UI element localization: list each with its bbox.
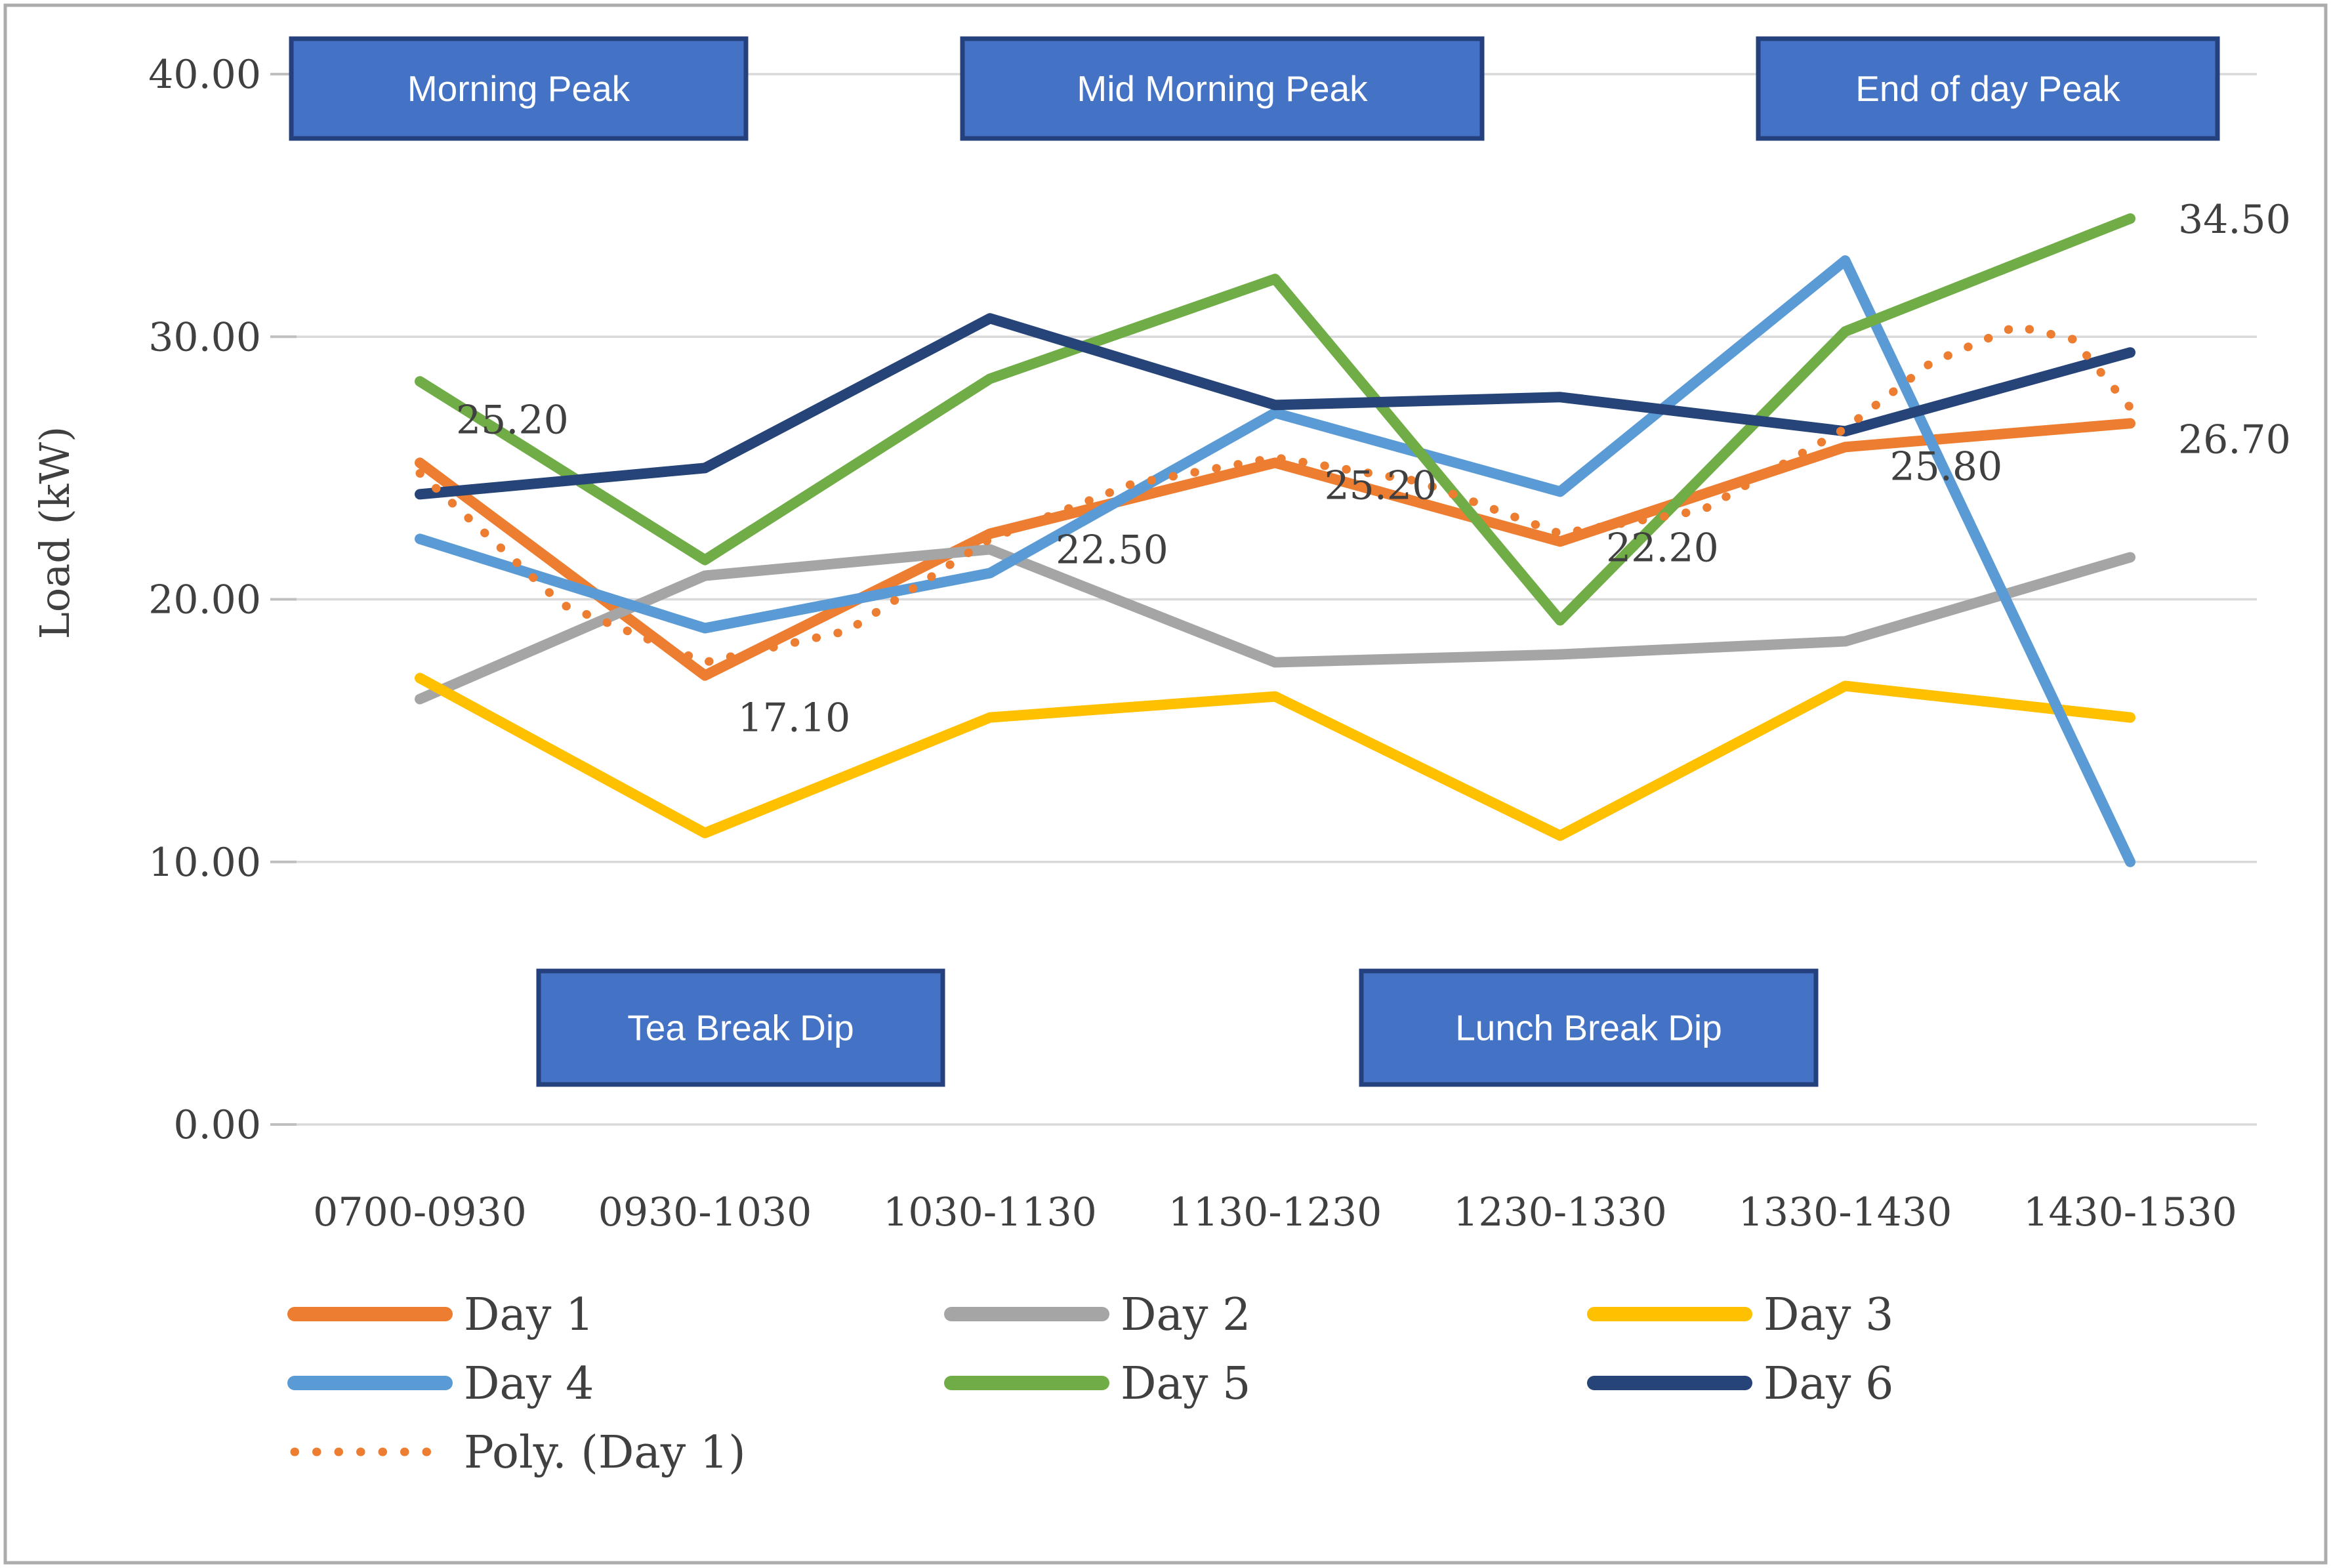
annotation-label-morning-peak: Morning Peak: [407, 68, 630, 109]
y-axis-tick-label: 40.00: [148, 52, 261, 98]
series-line-day-1: [415, 418, 2135, 681]
legend-item-day-2: Day 2: [944, 1289, 1250, 1341]
data-label-day-1-4: 22.20: [1606, 525, 1719, 571]
legend-label-day-2: Day 2: [1121, 1289, 1250, 1341]
annotation-morning-peak: Morning Peak: [289, 36, 749, 141]
annotation-lunch-break-dip: Lunch Break Dip: [1359, 968, 1819, 1087]
series-line-day-2: [415, 544, 2135, 705]
annotation-box-lunch-break-dip: [1359, 968, 1819, 1087]
annotation-label-mid-morning-peak: Mid Morning Peak: [1077, 68, 1368, 109]
annotation-label-tea-break-dip: Tea Break Dip: [627, 1008, 854, 1048]
legend-item-poly-day-1-: Poly. (Day 1): [290, 1427, 746, 1479]
annotation-tea-break-dip: Tea Break Dip: [536, 968, 945, 1087]
annotation-box-morning-peak: [289, 36, 749, 141]
y-axis-tick-label: 0.00: [173, 1102, 261, 1148]
x-axis-tick-label: 0700-0930: [313, 1189, 527, 1235]
legend-label-day-6: Day 6: [1764, 1358, 1893, 1410]
y-axis-tick-label: 20.00: [148, 577, 261, 623]
legend-item-day-4: Day 4: [287, 1358, 594, 1410]
x-axis-tick-label: 1330-1430: [1739, 1189, 1952, 1235]
x-axis-tick-label: 0930-1030: [598, 1189, 812, 1235]
data-label-day-1-5: 25.80: [1890, 444, 2003, 489]
legend-item-day-1: Day 1: [287, 1289, 594, 1341]
annotation-label-end-of-day-peak: End of day Peak: [1855, 68, 2120, 109]
trendline-poly-day-1: [415, 321, 2135, 667]
data-label-day-1-6: 26.70: [2178, 417, 2291, 463]
legend-label-poly-day-1-: Poly. (Day 1): [464, 1427, 746, 1479]
legend-item-day-6: Day 6: [1587, 1358, 1893, 1410]
series-line-day-4: [415, 255, 2135, 867]
annotation-mid-morning-peak: Mid Morning Peak: [960, 36, 1485, 141]
annotation-end-of-day-peak: End of day Peak: [1756, 36, 2220, 141]
x-axis-tick-label: 1230-1330: [1453, 1189, 1667, 1235]
x-axis-tick-label: 1430-1530: [2023, 1189, 2237, 1235]
y-axis-tick-label: 30.00: [148, 314, 261, 360]
annotation-label-lunch-break-dip: Lunch Break Dip: [1455, 1008, 1722, 1048]
data-label-day-1-2: 22.50: [1056, 527, 1168, 573]
annotation-box-mid-morning-peak: [960, 36, 1485, 141]
legend-item-day-3: Day 3: [1587, 1289, 1893, 1341]
series-line-day-5: [415, 213, 2135, 626]
data-label-day-1-3: 25.20: [1325, 463, 1437, 508]
series-line-day-6: [415, 313, 2135, 500]
annotation-box-tea-break-dip: [536, 968, 945, 1087]
series-line-day-3: [415, 672, 2135, 841]
data-label-day-5-6: 34.50: [2178, 197, 2291, 243]
legend-item-day-5: Day 5: [944, 1358, 1250, 1410]
legend-label-day-4: Day 4: [464, 1358, 594, 1410]
figure-border: [3, 3, 2328, 1565]
legend-label-day-5: Day 5: [1121, 1358, 1250, 1410]
x-axis-tick-label: 1030-1130: [883, 1189, 1097, 1235]
y-axis-tick-label: 10.00: [148, 840, 261, 886]
annotation-box-end-of-day-peak: [1756, 36, 2220, 141]
data-label-day-1-1: 17.10: [738, 695, 851, 741]
x-axis-tick-label: 1130-1230: [1168, 1189, 1382, 1235]
legend-label-day-1: Day 1: [464, 1289, 594, 1341]
legend-label-day-3: Day 3: [1764, 1289, 1893, 1341]
y-axis-title: Load (kW): [31, 426, 79, 640]
data-label-day-1-0: 25.20: [456, 397, 569, 443]
